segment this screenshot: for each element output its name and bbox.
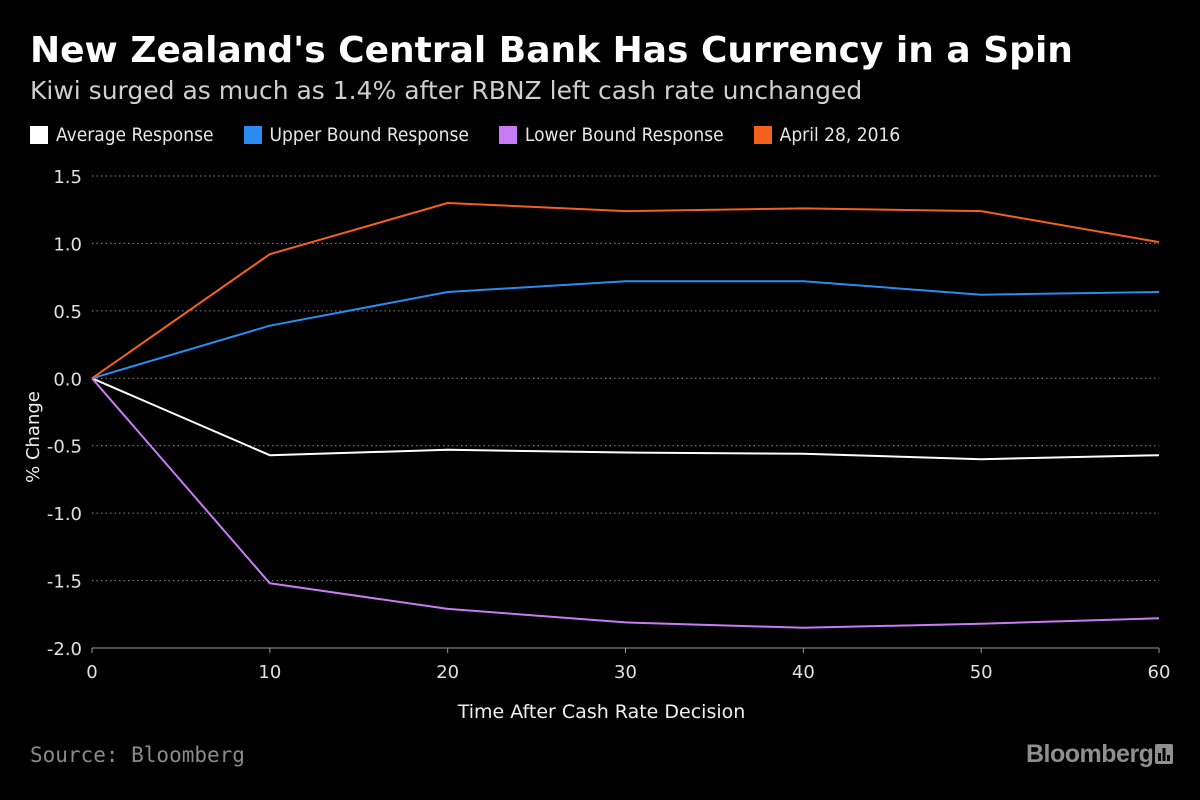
chart-title: New Zealand's Central Bank Has Currency … — [30, 30, 1073, 71]
bloomberg-logo: Bloomberg — [1026, 740, 1154, 768]
x-tick-label: 30 — [614, 662, 637, 683]
source-note: Source: Bloomberg — [30, 743, 245, 767]
y-tick-label: 0.5 — [53, 302, 82, 323]
legend-label-average: Average Response — [56, 124, 214, 146]
legend-swatch-april-28-2016 — [753, 126, 772, 144]
x-tick-label: 40 — [792, 662, 815, 683]
x-tick-label: 20 — [436, 662, 459, 683]
series-line-april-28-2016 — [91, 202, 1160, 380]
legend-swatch-average — [30, 126, 48, 144]
chart-subtitle: Kiwi surged as much as 1.4% after RBNZ l… — [30, 76, 863, 105]
legend-label-april-28-2016: April 28, 2016 — [779, 124, 901, 146]
legend-item-average: Average Response — [30, 124, 214, 146]
series-line-average-response — [91, 377, 1160, 461]
legend: Average Response Upper Bound Response Lo… — [30, 123, 930, 147]
x-tick-label: 0 — [86, 662, 97, 683]
y-tick-label: -1.0 — [47, 504, 82, 525]
legend-label-upper-bound: Upper Bound Response — [269, 124, 469, 146]
y-tick-label: -0.5 — [47, 437, 82, 458]
y-axis-title: % Change — [23, 391, 44, 483]
legend-item-lower-bound: Lower Bound Response — [498, 124, 724, 146]
y-tick-label: -1.5 — [47, 572, 82, 593]
x-tick-label: 60 — [1148, 662, 1171, 683]
bloomberg-bar-chart-icon — [1155, 744, 1173, 764]
y-tick-label: 1.5 — [53, 167, 82, 188]
y-tick-label: 0.0 — [53, 369, 82, 390]
legend-label-lower-bound: Lower Bound Response — [524, 124, 724, 146]
series-line-upper-bound-response — [91, 280, 1160, 380]
x-tick-label: 50 — [970, 662, 993, 683]
y-tick-label: 1.0 — [53, 234, 82, 255]
legend-swatch-upper-bound — [243, 126, 262, 144]
legend-item-april-28-2016: April 28, 2016 — [753, 124, 901, 146]
legend-item-upper-bound: Upper Bound Response — [243, 124, 469, 146]
legend-swatch-lower-bound — [498, 126, 517, 144]
series-line-lower-bound-response — [91, 377, 1160, 629]
y-tick-label: -2.0 — [47, 639, 82, 660]
x-tick-label: 10 — [258, 662, 281, 683]
x-axis-title: Time After Cash Rate Decision — [457, 701, 746, 723]
